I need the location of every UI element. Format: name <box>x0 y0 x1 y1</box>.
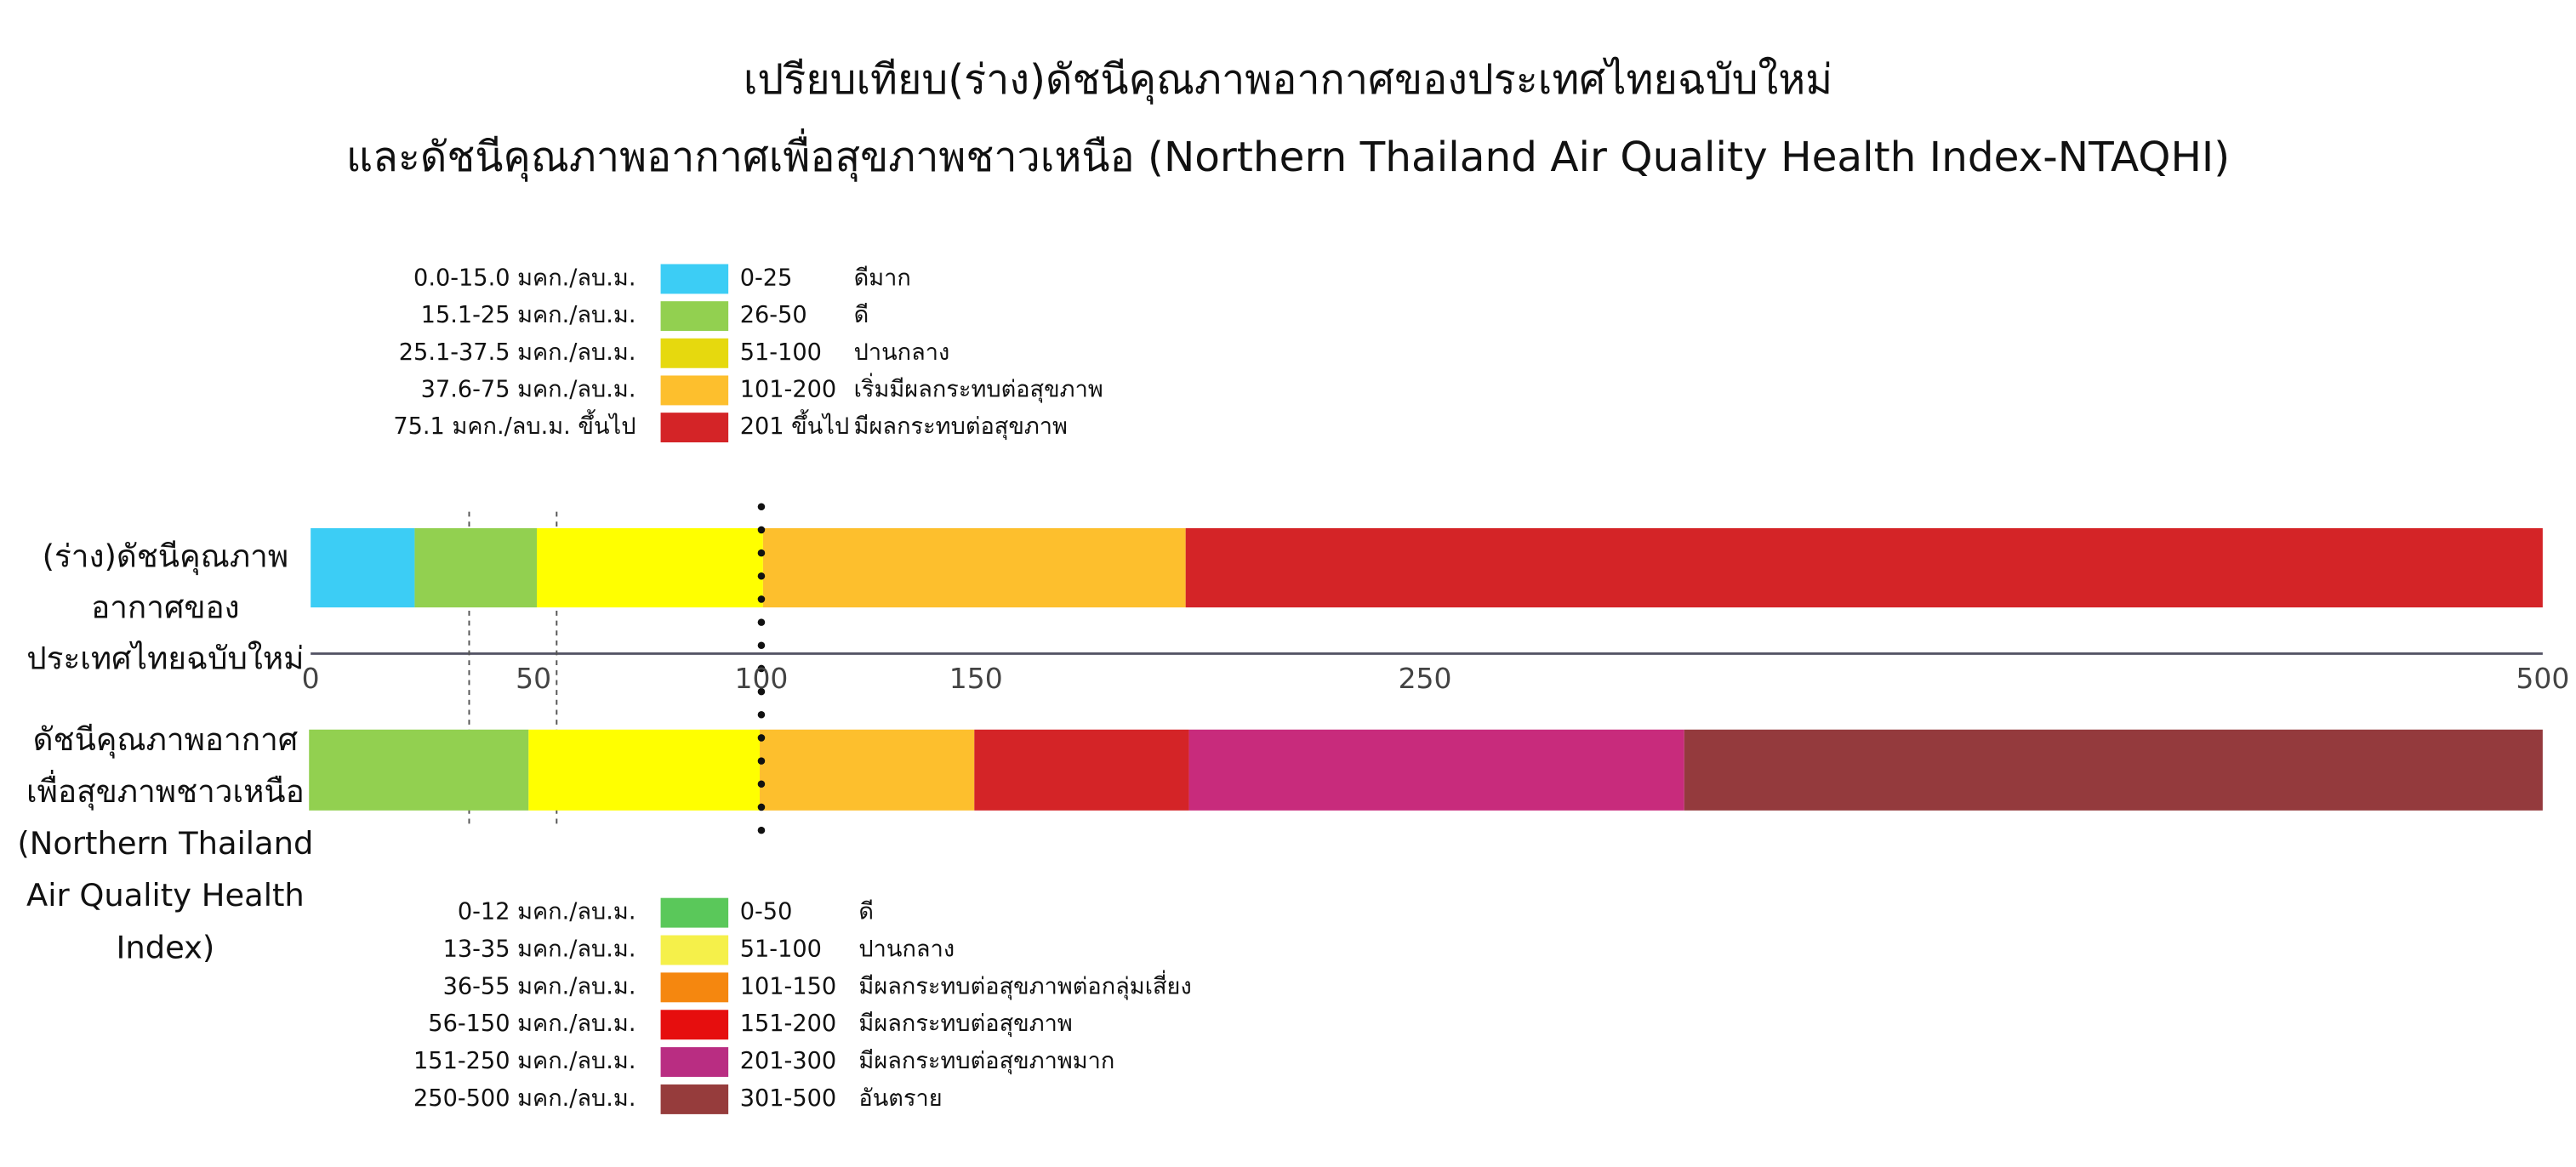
legend-range: 36-55 มคก./ลบ.ม. <box>443 973 636 999</box>
dot-guide <box>757 826 766 834</box>
legend-description: ปานกลาง <box>854 339 950 366</box>
legend-index: 201-300 <box>740 1048 836 1074</box>
legend-index: 0-50 <box>740 899 793 925</box>
legend-range: 56-150 มคก./ลบ.ม. <box>428 1010 635 1037</box>
legend-swatch <box>660 897 729 928</box>
dot-guide <box>757 526 766 534</box>
axis-tick-label: 150 <box>949 662 1003 695</box>
bar-segment <box>537 527 763 608</box>
bar-segment <box>311 527 415 608</box>
legend-description: ปานกลาง <box>858 936 955 963</box>
dot-guide <box>757 757 766 765</box>
dot-guide <box>757 618 766 626</box>
side-label: (ร่าง)ดัชนีคุณภาพ <box>43 538 289 575</box>
legend-description: มีผลกระทบต่อสุขภาพมาก <box>858 1048 1114 1075</box>
legend-description: อันตราย <box>858 1085 942 1112</box>
bar-segment <box>760 729 975 811</box>
legend-description: ดี <box>858 899 874 925</box>
axis-tick-label: 0 <box>302 662 320 695</box>
legend-index: 51-100 <box>740 339 822 366</box>
bar-segment <box>528 729 761 811</box>
dot-guide <box>757 734 766 742</box>
legend-index: 51-100 <box>740 936 822 963</box>
legend-swatch <box>660 301 729 332</box>
legend-range: 151-250 มคก./ลบ.ม. <box>413 1048 635 1074</box>
axis-tick-label: 100 <box>734 662 788 695</box>
side-label: ดัชนีคุณภาพอากาศ <box>33 721 299 759</box>
legend-range: 13-35 มคก./ลบ.ม. <box>443 936 636 963</box>
legend-swatch <box>660 935 729 965</box>
legend-swatch <box>660 1010 729 1040</box>
legend-swatch <box>660 375 729 406</box>
legend-swatch <box>660 338 729 368</box>
legend-range: 25.1-37.5 มคก./ลบ.ม. <box>399 339 636 366</box>
dot-guide <box>757 572 766 580</box>
legend-index: 201 ขึ้นไป <box>740 409 850 440</box>
legend-index: 151-200 <box>740 1010 836 1037</box>
legend-swatch <box>660 1047 729 1078</box>
legend-index: 101-150 <box>740 973 836 999</box>
side-label: เพื่อสุขภาพชาวเหนือ <box>26 770 305 811</box>
axis-tick-label: 250 <box>1399 662 1452 695</box>
legend-range: 0.0-15.0 มคก./ลบ.ม. <box>413 265 635 291</box>
legend-swatch <box>660 1084 729 1114</box>
dot-guide <box>757 503 766 511</box>
dot-guide <box>757 687 766 696</box>
legend-description: มีผลกระทบต่อสุขภาพ <box>854 413 1068 441</box>
bar-segment <box>1185 527 2543 608</box>
bar-segment <box>414 527 538 608</box>
legend-description: มีผลกระทบต่อสุขภาพต่อกลุ่มเสี่ยง <box>858 970 1191 1000</box>
bar-segment <box>1684 729 2543 811</box>
legend-swatch <box>660 413 729 443</box>
dot-guide <box>757 711 766 719</box>
legend-range: 0-12 มคก./ลบ.ม. <box>458 899 636 925</box>
dot-guide <box>757 780 766 788</box>
legend-range: 15.1-25 มคก./ลบ.ม. <box>421 302 636 328</box>
dot-guide <box>757 641 766 650</box>
bar-segment <box>762 527 1186 608</box>
bar-segment <box>309 729 529 811</box>
axis-tick-label: 500 <box>2516 662 2569 695</box>
legend-index: 0-25 <box>740 265 793 291</box>
legend-swatch <box>660 972 729 1003</box>
side-label: ประเทศไทยฉบับใหม่ <box>26 640 304 677</box>
legend-description: ดีมาก <box>854 265 911 291</box>
axis-tick-label: 50 <box>516 662 551 695</box>
side-label: Index) <box>116 929 214 965</box>
side-label: Air Quality Health <box>26 877 305 914</box>
title-line: เปรียบเทียบ(ร่าง)ดัชนีคุณภาพอากาศของประเ… <box>744 56 1832 105</box>
legend-range: 75.1 มคก./ลบ.ม. ขึ้นไป <box>393 409 635 440</box>
legend-description: เริ่มมีผลกระทบต่อสุขภาพ <box>854 373 1103 403</box>
legend-range: 250-500 มคก./ลบ.ม. <box>413 1085 635 1112</box>
dot-guide <box>757 549 766 557</box>
legend-index: 301-500 <box>740 1085 836 1112</box>
title-line: และดัชนีคุณภาพอากาศเพื่อสุขภาพชาวเหนือ (… <box>346 128 2230 182</box>
legend-description: ดี <box>854 302 869 328</box>
dot-guide <box>757 803 766 811</box>
bar-segment <box>1188 729 1684 811</box>
legend-description: มีผลกระทบต่อสุขภาพ <box>858 1010 1072 1038</box>
legend-index: 26-50 <box>740 302 807 328</box>
legend-swatch <box>660 264 729 294</box>
dot-guide <box>757 664 766 673</box>
dot-guide <box>757 595 766 603</box>
bar-segment <box>974 729 1189 811</box>
legend-index: 101-200 <box>740 376 836 402</box>
side-label: (Northern Thailand <box>17 825 313 862</box>
legend-range: 37.6-75 มคก./ลบ.ม. <box>421 376 636 402</box>
side-label: อากาศของ <box>91 589 240 626</box>
